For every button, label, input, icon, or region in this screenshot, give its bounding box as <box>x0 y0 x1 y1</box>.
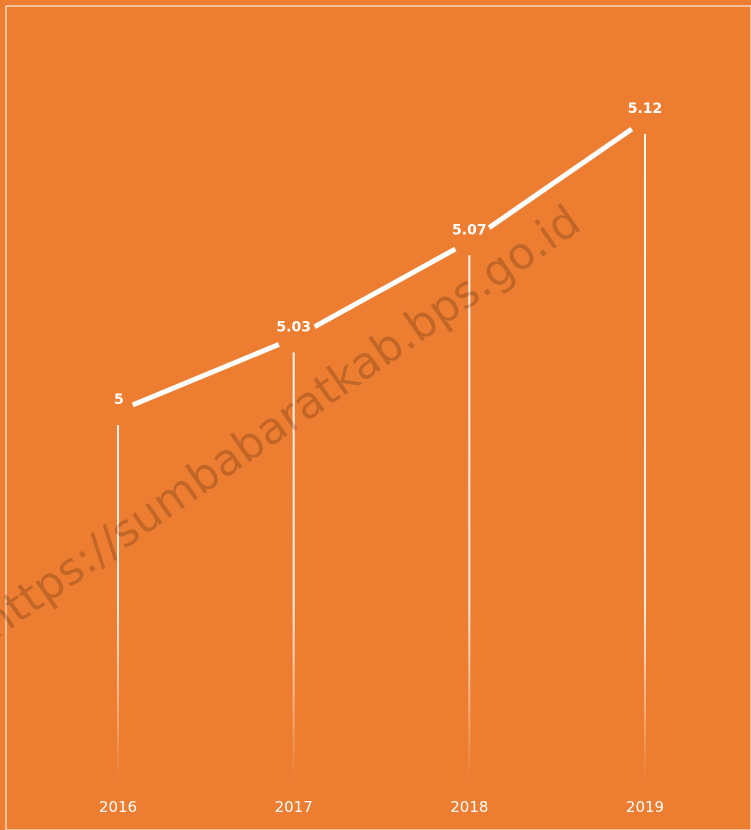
series-line-group <box>131 127 634 408</box>
series-segment-2018-2019 <box>487 127 634 230</box>
drop-lines <box>117 134 646 780</box>
chart-frame <box>5 5 751 830</box>
data-label-2018: 5.07 <box>452 222 487 238</box>
series-segment-2017-2018 <box>313 246 457 329</box>
data-label-2016: 5 <box>114 392 124 408</box>
x-tick-label-2019: 2019 <box>626 798 664 816</box>
x-axis-ticks: 2016 2017 2018 2019 <box>99 798 664 816</box>
x-tick-label-2017: 2017 <box>275 798 313 816</box>
x-tick-label-2016: 2016 <box>99 798 137 816</box>
data-label-2017: 5.03 <box>276 319 311 335</box>
x-tick-label-2018: 2018 <box>450 798 488 816</box>
data-labels: 5 5.03 5.07 5.12 <box>114 101 662 408</box>
series-segment-2016-2017 <box>131 342 280 408</box>
data-label-2019: 5.12 <box>628 101 663 117</box>
